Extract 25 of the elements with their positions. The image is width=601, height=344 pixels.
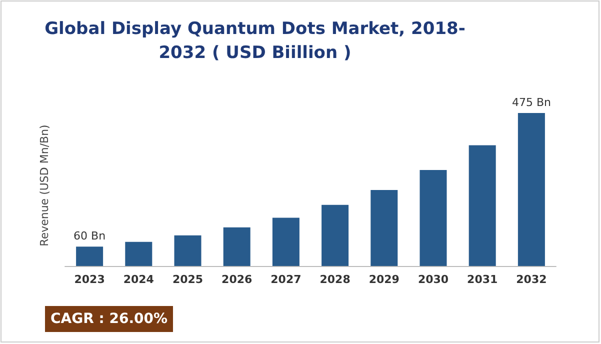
bar [223, 227, 250, 266]
bar [76, 246, 104, 266]
x-tick-label: 2029 [368, 273, 400, 286]
bar [518, 113, 545, 266]
bar [125, 242, 152, 266]
x-tick-label: 2032 [516, 273, 547, 286]
data-label: 60 Bn [74, 230, 106, 243]
bar [174, 235, 202, 266]
chart-title: Global Display Quantum Dots Market, 2018- 2032 ( USD Biillion ) [44, 19, 466, 63]
bar [420, 170, 447, 266]
x-tick-label: 2028 [320, 273, 350, 286]
bar [370, 190, 398, 266]
x-tick-label: 2023 [74, 273, 105, 286]
data-label: 475 Bn [512, 96, 551, 110]
x-tick-label: 2031 [467, 273, 498, 286]
bar [468, 145, 496, 266]
y-axis-title: Revenue (USD Mn/Bn) [38, 124, 51, 246]
x-tick-label: 2030 [418, 273, 449, 286]
x-tick-label: 2026 [222, 273, 252, 286]
x-tick-label: 2024 [123, 273, 154, 286]
bar [272, 218, 300, 266]
text: CAGR : 26.00% [50, 311, 168, 327]
bar [322, 204, 349, 266]
x-tick-label: 2025 [172, 273, 204, 286]
x-tick-label: 2027 [270, 273, 302, 286]
